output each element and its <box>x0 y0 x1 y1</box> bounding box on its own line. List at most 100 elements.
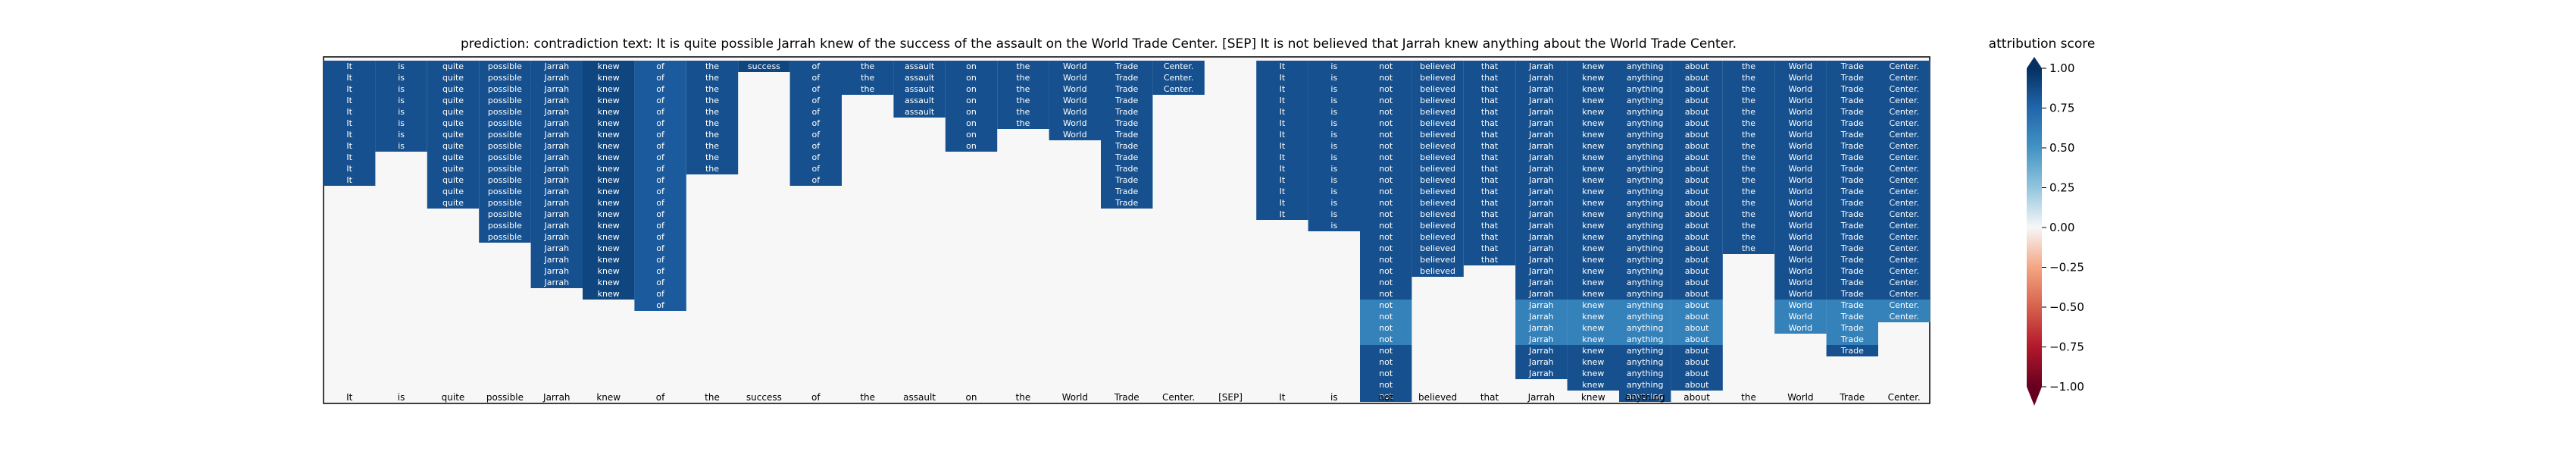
heatmap-cell <box>1411 106 1464 118</box>
heatmap-cell <box>427 197 480 209</box>
heatmap-cell <box>1826 129 1878 140</box>
heatmap-cell <box>945 140 998 152</box>
heatmap-cell <box>1826 61 1878 72</box>
heatmap-cell <box>1101 118 1153 129</box>
heatmap-cell-token: It <box>346 96 352 105</box>
heatmap-cell-token: anything <box>1627 209 1664 219</box>
heatmap-cell-token: about <box>1685 243 1709 253</box>
heatmap-cell-token: knew <box>1582 300 1604 310</box>
heatmap-cell <box>1878 254 1930 265</box>
heatmap-cell <box>530 129 583 140</box>
heatmap-cell <box>1567 163 1619 174</box>
heatmap-cell <box>324 61 376 72</box>
heatmap-cell <box>634 95 686 106</box>
heatmap-cell-token: possible <box>488 130 522 140</box>
heatmap-cell <box>1101 197 1153 209</box>
heatmap-cell-token: World <box>1789 289 1813 299</box>
x-axis-token-label: believed <box>1418 392 1457 403</box>
x-axis-token-label: is <box>398 392 405 403</box>
heatmap-cell <box>583 209 635 220</box>
heatmap-cell <box>1411 140 1464 152</box>
heatmap-cell-token: anything <box>1627 175 1664 185</box>
heatmap-cell-token: the <box>705 152 719 162</box>
heatmap-cell <box>1567 129 1619 140</box>
heatmap-cell <box>1722 106 1775 118</box>
heatmap-cell <box>1256 83 1308 95</box>
heatmap-cell <box>1878 300 1930 311</box>
heatmap-cell-token: Jarrah <box>544 152 570 162</box>
heatmap-cell-token: about <box>1685 323 1709 333</box>
heatmap-cell <box>1826 311 1878 322</box>
heatmap-cell-token: knew <box>1582 221 1604 231</box>
heatmap-cell-token: about <box>1685 96 1709 105</box>
heatmap-cell <box>634 277 686 288</box>
heatmap-cell-token: knew <box>1582 357 1604 367</box>
heatmap-cell-token: anything <box>1627 221 1664 231</box>
heatmap-cell-token: the <box>1742 175 1755 185</box>
heatmap-cell <box>375 106 427 118</box>
heatmap-cell <box>1878 83 1930 95</box>
heatmap-cell <box>1774 311 1827 322</box>
heatmap-cell-token: believed <box>1420 232 1455 242</box>
heatmap-cell-token: knew <box>598 198 620 208</box>
heatmap-cell <box>1515 288 1568 300</box>
heatmap-cell <box>1463 83 1516 95</box>
heatmap-cell <box>1411 243 1464 254</box>
heatmap-cell-token: knew <box>1582 130 1604 140</box>
heatmap-cell-token: It <box>346 164 352 174</box>
heatmap-cell-token: Jarrah <box>1528 357 1554 367</box>
heatmap-cell <box>1774 174 1827 186</box>
heatmap-cell-token: that <box>1481 243 1499 253</box>
heatmap-cell-token: knew <box>1582 289 1604 299</box>
heatmap-cell <box>1826 277 1878 288</box>
heatmap-cell-token: World <box>1063 96 1087 105</box>
heatmap-cell-token: Jarrah <box>1528 255 1554 265</box>
heatmap-cell <box>1878 231 1930 243</box>
heatmap-cell-token: not <box>1379 334 1393 344</box>
heatmap-cell-token: Jarrah <box>544 96 570 105</box>
heatmap-cell-token: that <box>1481 209 1499 219</box>
heatmap-cell <box>1671 140 1723 152</box>
heatmap-cell <box>324 118 376 129</box>
heatmap-cell <box>1411 72 1464 83</box>
heatmap-cell-token: quite <box>442 61 464 71</box>
heatmap-cell <box>1360 174 1412 186</box>
heatmap-cell <box>1360 231 1412 243</box>
x-axis-token-label: that <box>1480 392 1499 403</box>
heatmap-cell-token: anything <box>1627 346 1664 356</box>
heatmap-cell-token: possible <box>488 209 522 219</box>
heatmap-cell-token: believed <box>1420 243 1455 253</box>
heatmap-cell-token: knew <box>598 221 620 231</box>
heatmap-cell <box>789 129 842 140</box>
heatmap-cell-token: is <box>1330 152 1337 162</box>
x-axis-token-label: World <box>1787 392 1813 403</box>
heatmap-cell-token: on <box>966 141 977 151</box>
heatmap-cell-token: about <box>1685 164 1709 174</box>
heatmap-cell <box>324 106 376 118</box>
heatmap-cell-token: the <box>1742 107 1755 117</box>
heatmap-cell <box>1360 61 1412 72</box>
x-axis-token-label: possible <box>486 392 524 403</box>
heatmap-cell <box>1360 356 1412 368</box>
heatmap-cell <box>1308 140 1360 152</box>
heatmap-cell <box>375 129 427 140</box>
heatmap-cell <box>1049 118 1101 129</box>
heatmap-cell <box>945 61 998 72</box>
heatmap-cell <box>1308 83 1360 95</box>
heatmap-cell-token: Jarrah <box>1528 209 1554 219</box>
heatmap-cell <box>1463 152 1516 163</box>
heatmap-cell <box>1619 311 1671 322</box>
heatmap-cell <box>1619 118 1671 129</box>
heatmap-cell <box>583 197 635 209</box>
heatmap-cell-token: Trade <box>1114 130 1138 140</box>
heatmap-cell-token: is <box>1330 73 1337 83</box>
heatmap-cell-token: Jarrah <box>1528 221 1554 231</box>
heatmap-cell <box>1411 197 1464 209</box>
heatmap-cell <box>1619 72 1671 83</box>
heatmap-cell <box>1722 129 1775 140</box>
heatmap-cell-token: quite <box>442 96 464 105</box>
heatmap-cell-token: is <box>1330 96 1337 105</box>
heatmap-cell <box>1101 140 1153 152</box>
heatmap-cell-token: Jarrah <box>1528 61 1554 71</box>
heatmap-cell-token: Center. <box>1889 141 1919 151</box>
